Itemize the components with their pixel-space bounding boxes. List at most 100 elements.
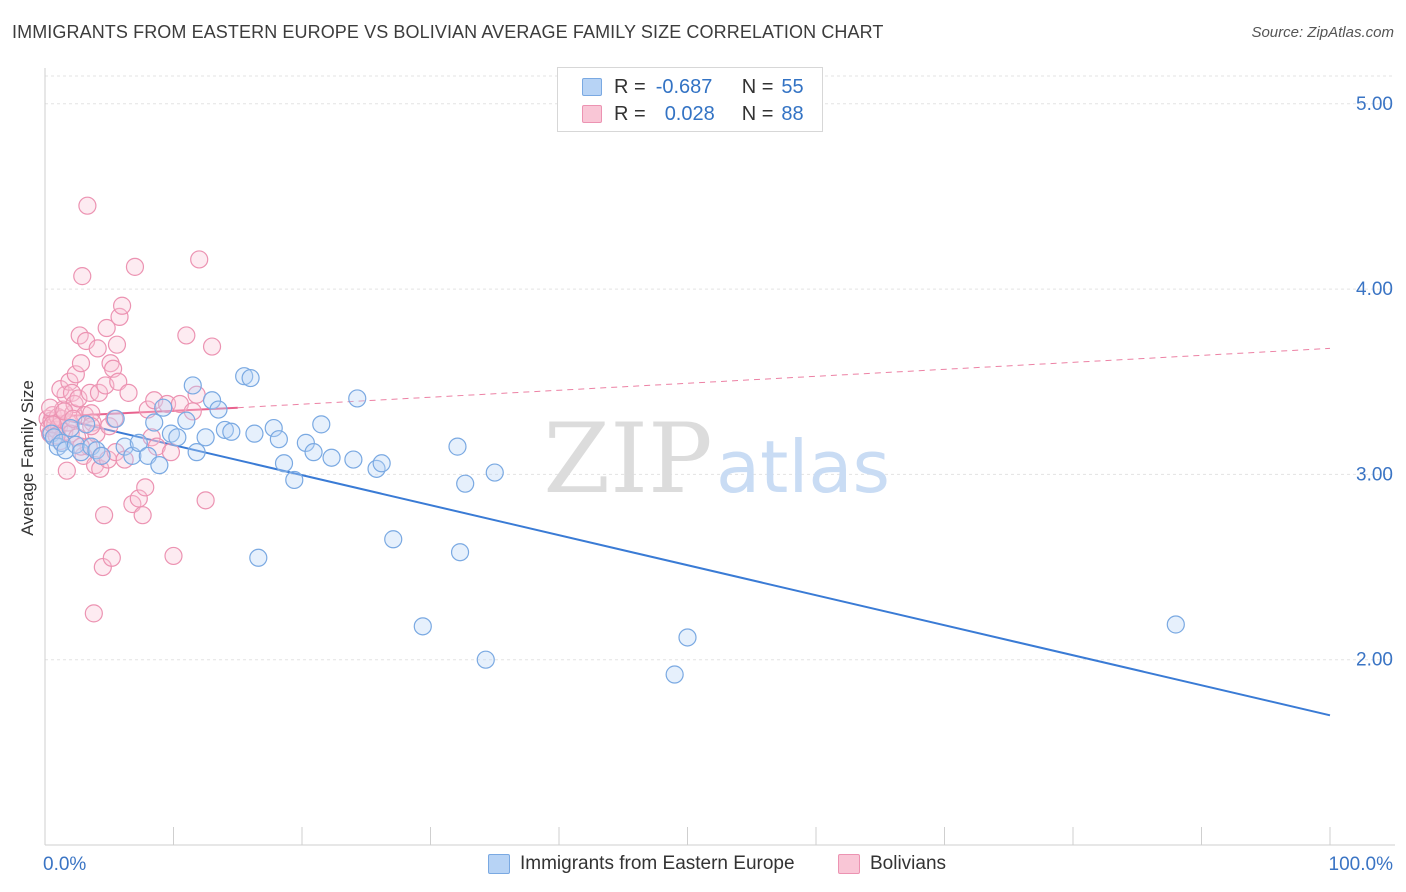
point-eastern-europe [264,418,283,438]
point-bolivians [57,461,76,480]
y-tick-label: 4.00 [1356,279,1393,300]
point-eastern-europe [274,454,294,473]
point-eastern-europe [145,413,164,432]
point-eastern-europe [285,470,304,490]
point-eastern-europe [384,530,403,549]
point-bolivians [71,354,91,373]
point-eastern-europe [87,441,106,460]
point-eastern-europe [222,422,241,441]
point-eastern-europe [485,463,504,482]
point-bolivians [109,372,128,391]
point-eastern-europe [150,456,169,475]
chart-title: IMMIGRANTS FROM EASTERN EUROPE VS BOLIVI… [12,22,884,42]
point-bolivians [133,506,152,525]
series-legend-eastern-europe[interactable]: Immigrants from Eastern Europe [488,852,795,876]
point-bolivians [119,383,138,402]
point-eastern-europe [322,448,341,467]
point-eastern-europe [77,415,96,434]
legend-row-bolivians: R = 0.028 N = 88 [582,101,804,127]
point-eastern-europe [312,415,331,434]
series-swatch-blue [488,854,510,874]
legend-swatch-pink [582,105,602,123]
point-bolivians [97,318,116,338]
trend-line-eastern-europe [44,414,1331,717]
point-eastern-europe [344,450,363,469]
point-eastern-europe [450,543,470,562]
point-bolivians [110,307,129,326]
point-eastern-europe [456,474,475,493]
point-bolivians [66,365,85,384]
point-bolivians [60,372,79,391]
legend-row-eastern-europe: R = -0.687 N = 55 [582,74,804,100]
point-eastern-europe [215,420,234,440]
point-eastern-europe [367,459,386,478]
point-eastern-europe [448,437,467,456]
legend-r-value: -0.687 [655,75,713,98]
point-eastern-europe [129,433,148,452]
y-tick-label: 3.00 [1356,464,1393,485]
point-bolivians [164,546,183,566]
point-bolivians [196,491,215,510]
point-eastern-europe [249,548,268,567]
point-eastern-europe [413,617,432,636]
data-points [38,196,1185,684]
point-bolivians [190,250,209,269]
series-label: Immigrants from Eastern Europe [520,853,795,874]
series-label: Bolivians [870,853,947,874]
trend-lines [44,347,1331,717]
legend-n-value: 88 [781,102,804,125]
legend-n-label: N = [741,102,774,125]
y-tick-label: 2.00 [1356,650,1393,671]
point-bolivians [125,257,145,276]
point-eastern-europe [183,376,202,395]
legend-swatch-blue [582,78,602,96]
legend-r-value: 0.028 [664,102,715,125]
point-bolivians [73,267,92,286]
point-eastern-europe [678,628,697,647]
point-eastern-europe [196,428,215,447]
point-eastern-europe [115,437,134,456]
trend-line-bolivians-extended [237,347,1331,409]
point-eastern-europe [177,411,196,430]
point-bolivians [177,326,196,345]
series-swatch-pink [838,854,860,874]
point-bolivians [91,459,110,478]
point-bolivians [75,406,94,425]
point-eastern-europe [209,400,228,419]
watermark-zip: ZIP [543,403,712,515]
point-eastern-europe [154,398,173,417]
point-eastern-europe [245,424,264,443]
point-eastern-europe [92,446,111,465]
point-bolivians [88,339,107,358]
series-legend-bolivians[interactable]: Bolivians [838,852,946,876]
point-eastern-europe [71,443,91,462]
point-eastern-europe [241,368,260,388]
point-bolivians [69,389,88,408]
x-tick-label-end: 100.0% [1329,854,1394,875]
point-eastern-europe [202,391,222,410]
axes [44,68,1395,846]
point-eastern-europe [106,409,125,428]
stats-legend: R = -0.687 N = 55 R = 0.028 N = 88 [557,67,823,132]
trend-line-bolivians [44,406,238,418]
point-eastern-europe [372,454,391,473]
point-eastern-europe [269,430,288,449]
point-eastern-europe [56,441,75,460]
point-bolivians [43,415,62,434]
source-label: Source: ZipAtlas.com [1251,24,1394,41]
legend-r-label: R = [614,75,646,98]
point-eastern-europe [348,389,367,408]
point-bolivians [102,548,121,567]
legend-r-label: R = [614,102,646,125]
point-bolivians [107,335,127,354]
legend-n-value: 55 [781,75,804,98]
point-eastern-europe [168,428,187,447]
watermark-atlas: atlas [716,425,890,509]
point-eastern-europe [187,443,206,462]
point-eastern-europe [304,443,323,462]
point-eastern-europe [476,650,495,669]
point-bolivians [89,383,109,402]
point-bolivians [112,296,132,315]
point-bolivians [78,196,97,215]
